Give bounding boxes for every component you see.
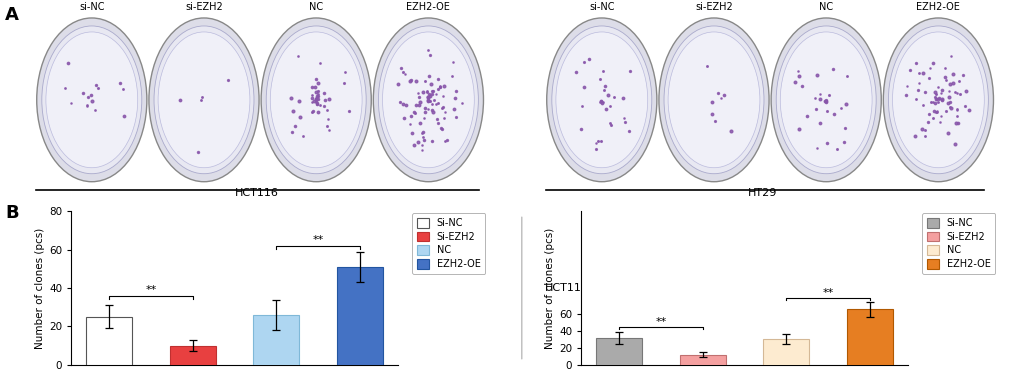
Ellipse shape <box>658 18 768 182</box>
Ellipse shape <box>888 26 987 174</box>
Ellipse shape <box>667 32 759 168</box>
Ellipse shape <box>775 26 875 174</box>
Ellipse shape <box>373 18 483 182</box>
Text: A: A <box>5 6 19 24</box>
Ellipse shape <box>266 26 366 174</box>
Text: **: ** <box>312 235 323 245</box>
Text: EZH2-OE: EZH2-OE <box>406 2 450 12</box>
Ellipse shape <box>270 32 362 168</box>
Ellipse shape <box>42 26 142 174</box>
Text: **: ** <box>655 317 666 327</box>
Text: HCT116: HCT116 <box>544 283 588 293</box>
Ellipse shape <box>770 18 880 182</box>
Ellipse shape <box>382 32 474 168</box>
Ellipse shape <box>37 18 147 182</box>
Text: **: ** <box>146 285 157 295</box>
Text: EZH2-OE: EZH2-OE <box>915 2 960 12</box>
Ellipse shape <box>663 26 763 174</box>
Y-axis label: Number of clones (pcs): Number of clones (pcs) <box>544 227 554 349</box>
Ellipse shape <box>892 32 983 168</box>
Text: NC: NC <box>309 2 323 12</box>
Bar <box>846 310 892 365</box>
Text: **: ** <box>821 288 833 298</box>
Ellipse shape <box>780 32 871 168</box>
Y-axis label: Number of clones (pcs): Number of clones (pcs) <box>35 227 45 349</box>
Ellipse shape <box>546 18 656 182</box>
Ellipse shape <box>378 26 478 174</box>
Text: si-NC: si-NC <box>79 2 105 12</box>
Text: HCT116: HCT116 <box>234 188 279 198</box>
Text: NC: NC <box>818 2 833 12</box>
Bar <box>679 354 726 365</box>
Ellipse shape <box>158 32 250 168</box>
Text: si-EZH2: si-EZH2 <box>184 2 223 12</box>
Bar <box>596 338 642 365</box>
Ellipse shape <box>555 32 647 168</box>
Bar <box>336 267 382 365</box>
Bar <box>762 339 809 365</box>
Text: si-NC: si-NC <box>589 2 613 12</box>
Bar <box>169 346 216 365</box>
Ellipse shape <box>261 18 371 182</box>
Legend: Si-NC, Si-EZH2, NC, EZH2-OE: Si-NC, Si-EZH2, NC, EZH2-OE <box>921 213 995 274</box>
Text: si-EZH2: si-EZH2 <box>694 2 733 12</box>
Ellipse shape <box>154 26 254 174</box>
Ellipse shape <box>551 26 651 174</box>
Text: B: B <box>5 204 18 222</box>
Ellipse shape <box>149 18 259 182</box>
Bar <box>253 315 300 365</box>
Ellipse shape <box>46 32 138 168</box>
Legend: Si-NC, Si-EZH2, NC, EZH2-OE: Si-NC, Si-EZH2, NC, EZH2-OE <box>412 213 485 274</box>
Ellipse shape <box>882 18 993 182</box>
Text: HT29: HT29 <box>748 188 776 198</box>
Bar <box>87 317 132 365</box>
